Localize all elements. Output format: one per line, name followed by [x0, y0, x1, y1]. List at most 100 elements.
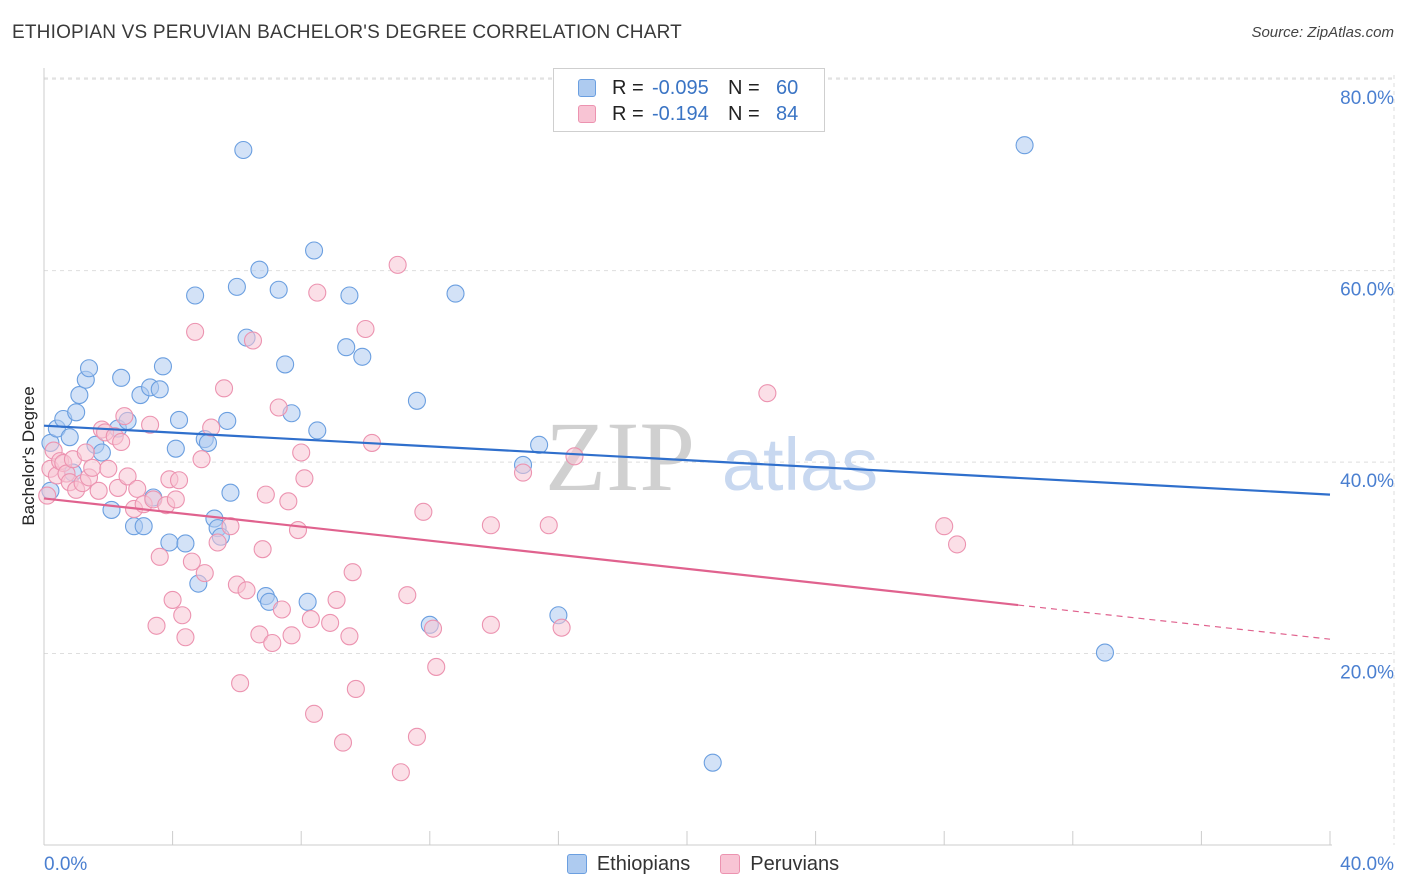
stats-row-peruvians: R = -0.194 N = 84: [578, 102, 798, 126]
n-value: 60: [776, 76, 799, 99]
peruvian-point: [481, 615, 500, 634]
peruvian-point: [935, 517, 954, 536]
peruvian-point: [192, 450, 211, 469]
r-label: R =: [612, 76, 644, 99]
ethiopian-point: [102, 500, 121, 519]
n-label: N =: [728, 102, 760, 125]
ethiopian-point: [298, 592, 317, 611]
peruvian-point: [237, 581, 256, 600]
watermark: ZIP atlas: [545, 401, 878, 512]
peruvian-point: [115, 407, 134, 426]
peruvian-point: [292, 443, 311, 462]
y-tick-label: 80.0%: [1340, 88, 1394, 109]
peruvian-point: [356, 319, 375, 339]
ethiopian-point: [269, 280, 288, 299]
ethiopian-point: [1015, 136, 1034, 155]
ethiopian-point: [353, 347, 372, 366]
peruvian-point: [253, 540, 272, 559]
ethiopian-point: [1095, 643, 1114, 662]
ethiopian-point: [703, 753, 722, 772]
peruvian-point: [243, 331, 263, 350]
ethiopian-point: [198, 433, 218, 452]
ethiopian-point: [308, 421, 327, 440]
ethiopian-point: [250, 260, 269, 279]
peruvian-point: [552, 618, 571, 637]
peruvian-point: [221, 517, 240, 536]
peruvian-point: [343, 563, 362, 582]
peruvian-point: [83, 458, 102, 477]
ethiopian-point: [234, 140, 253, 160]
series-legend: Ethiopians Peruvians: [0, 850, 1406, 878]
grid-lines: [44, 75, 1395, 845]
peruvian-point: [295, 469, 314, 488]
peruvian-point: [38, 486, 57, 505]
peruvian-point: [282, 626, 301, 645]
peruvian-point: [166, 490, 185, 509]
peruvian-point: [333, 733, 353, 752]
peruvian-point: [513, 463, 533, 482]
peruvian-point: [340, 627, 359, 646]
ethiopian-point: [134, 517, 153, 536]
y-tick-label: 20.0%: [1340, 663, 1394, 684]
peruvian-point: [391, 763, 410, 782]
ethiopian-point: [218, 411, 237, 430]
peruvian-point: [169, 471, 189, 490]
ethiopian-point: [221, 483, 240, 502]
peruvian-point: [128, 479, 147, 498]
r-value: -0.095: [652, 76, 709, 99]
peruvian-point: [269, 398, 288, 417]
y-axis-label: Bachelor's Degree: [19, 386, 38, 525]
n-label: N =: [728, 76, 760, 99]
y-tick-label: 60.0%: [1340, 280, 1394, 301]
peruvian-point: [173, 606, 192, 625]
ethiopian-point: [166, 439, 185, 458]
chart-title: ETHIOPIAN VS PERUVIAN BACHELOR'S DEGREE …: [12, 22, 682, 43]
peruvian-point: [150, 547, 169, 566]
peruvian-point: [481, 516, 500, 535]
peruvian-points: [38, 255, 967, 782]
peruvian-point: [279, 492, 298, 511]
ethiopian-point: [150, 380, 169, 399]
peruvian-point: [327, 590, 346, 609]
peruvian-swatch: [578, 105, 596, 123]
y-tick-label: 40.0%: [1340, 471, 1394, 492]
ethiopian-point: [92, 443, 111, 462]
peruvian-point: [398, 586, 417, 605]
peruvian-point: [208, 533, 227, 552]
peruvian-point: [250, 625, 269, 644]
peruvian-point: [272, 600, 291, 619]
peruvian-point: [147, 616, 166, 635]
peruvian-point: [176, 628, 195, 647]
ethiopian-point: [407, 391, 426, 410]
r-label: R =: [612, 102, 644, 125]
peruvian-point: [346, 679, 365, 699]
peruvian-point: [539, 516, 558, 535]
peruvian-point: [427, 657, 446, 676]
peruvian-point: [112, 432, 131, 452]
ethiopian-point: [186, 286, 205, 305]
peruvian-point: [288, 520, 308, 540]
peruvian-point: [195, 564, 214, 583]
peruvian-swatch: [720, 854, 741, 874]
legend-item-ethiopians[interactable]: Ethiopians: [566, 850, 690, 878]
peruvian-point: [565, 447, 584, 466]
peruvian-point: [214, 379, 234, 398]
ethiopian-point: [67, 403, 86, 422]
watermark-atlas: atlas: [722, 423, 878, 506]
ethiopian-point: [340, 286, 359, 305]
ethiopian-point: [169, 410, 189, 430]
ethiopian-trend-line: [43, 424, 1331, 496]
ethiopian-point: [160, 533, 179, 552]
peruvian-point: [256, 485, 275, 504]
stats-row-ethiopians: R = -0.095 N = 60: [578, 76, 798, 100]
legend-item-peruvians[interactable]: Peruvians: [720, 850, 839, 878]
peruvian-point: [182, 552, 201, 571]
peruvian-point: [388, 255, 407, 274]
peruvian-point: [186, 322, 205, 341]
peruvian-point: [141, 415, 160, 434]
peruvian-point: [163, 590, 182, 609]
peruvian-point: [414, 502, 433, 521]
legend-label: Peruvians: [750, 852, 840, 875]
peruvian-point: [89, 481, 108, 500]
